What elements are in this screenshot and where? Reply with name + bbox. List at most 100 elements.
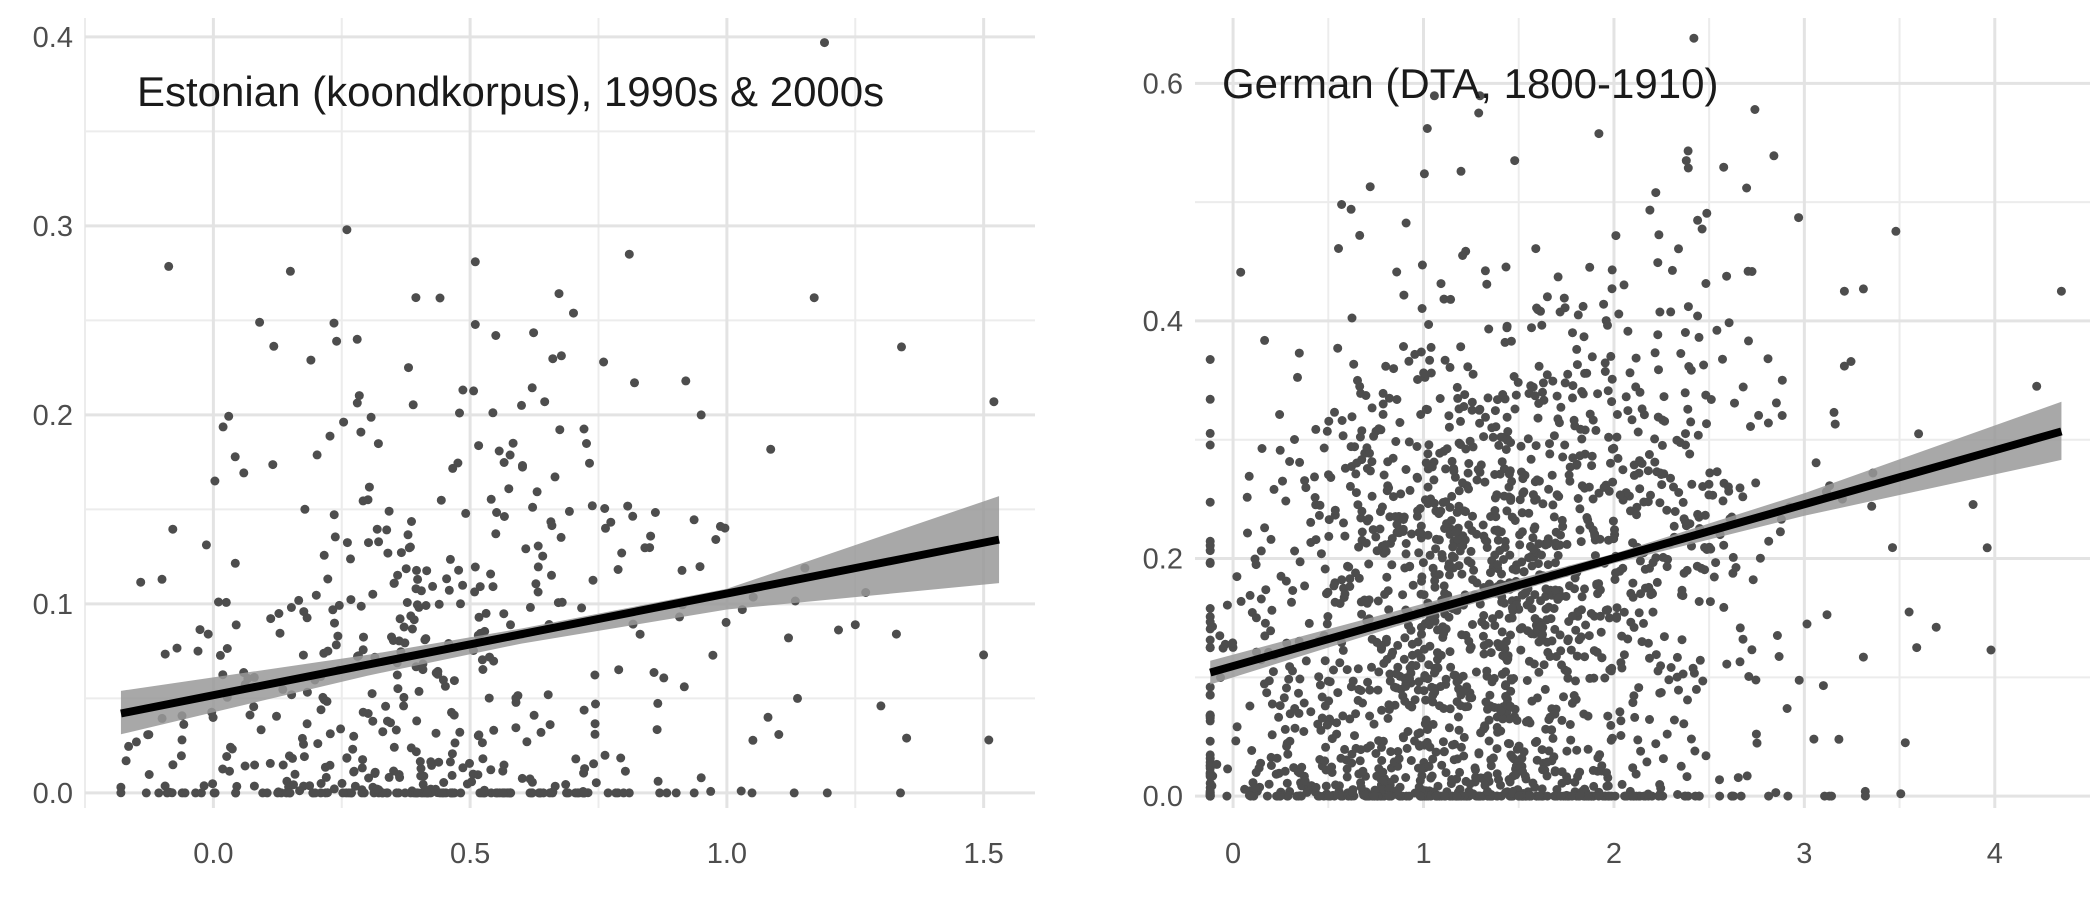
data-point: [1888, 543, 1897, 553]
data-point: [1718, 354, 1727, 364]
data-point: [396, 548, 406, 558]
data-point: [600, 750, 610, 760]
data-point: [1621, 392, 1631, 402]
data-point: [1577, 592, 1587, 602]
regression-line: [120, 535, 1000, 718]
data-point: [1240, 784, 1250, 794]
data-point: [820, 38, 829, 48]
data-point: [1301, 483, 1311, 493]
data-point: [1635, 484, 1645, 494]
data-point: [1296, 791, 1306, 801]
data-point: [1274, 712, 1284, 722]
data-point: [411, 747, 421, 757]
data-point: [347, 788, 356, 798]
data-point: [1561, 591, 1571, 601]
data-point: [338, 788, 348, 798]
data-point: [1672, 652, 1682, 662]
data-point: [1595, 585, 1605, 595]
data-point: [1513, 377, 1523, 387]
data-point: [1355, 432, 1365, 442]
data-point: [1534, 476, 1544, 486]
data-point: [470, 587, 480, 597]
data-point: [1575, 451, 1585, 461]
data-point: [1399, 342, 1408, 351]
data-point: [1606, 735, 1616, 745]
data-point: [1401, 465, 1411, 474]
data-point: [1391, 669, 1401, 679]
data-point: [363, 495, 373, 505]
data-point: [1502, 506, 1512, 516]
data-point: [1585, 409, 1595, 419]
data-point: [1687, 479, 1697, 489]
data-point: [1867, 501, 1877, 511]
data-point: [1473, 465, 1483, 474]
data-point: [433, 669, 443, 679]
data-point: [1635, 556, 1645, 566]
data-point: [1324, 791, 1334, 801]
data-point: [1421, 404, 1431, 414]
data-point: [1355, 756, 1365, 766]
data-point: [1631, 353, 1641, 363]
data-point: [711, 535, 721, 544]
data-point: [1554, 593, 1564, 603]
data-point: [1643, 497, 1653, 507]
data-point: [1543, 647, 1553, 657]
data-point: [1390, 512, 1400, 522]
data-point: [1691, 684, 1701, 694]
data-point: [1338, 645, 1348, 655]
data-point: [1501, 445, 1511, 454]
data-point: [1357, 506, 1367, 516]
data-point: [1288, 586, 1298, 595]
data-point: [1601, 605, 1611, 615]
data-point: [1604, 613, 1614, 623]
data-point: [1505, 701, 1515, 711]
data-point: [1659, 632, 1669, 642]
data-point: [1453, 393, 1463, 403]
y-tick-label: 0.3: [33, 211, 73, 243]
data-point: [1571, 625, 1581, 635]
data-point: [1672, 672, 1682, 682]
data-point: [177, 735, 187, 745]
data-point: [1353, 500, 1363, 510]
data-point: [342, 753, 352, 763]
data-point: [330, 532, 340, 542]
data-point: [511, 693, 521, 703]
data-point: [1619, 650, 1629, 660]
data-point: [1205, 557, 1215, 567]
data-point: [620, 766, 630, 776]
data-point: [1430, 582, 1440, 592]
confidence-band: [120, 496, 1000, 735]
data-point: [1479, 611, 1489, 620]
data-point: [1552, 490, 1562, 500]
data-point: [1607, 374, 1617, 384]
data-point: [456, 599, 465, 609]
data-point: [426, 757, 436, 767]
data-point: [475, 582, 485, 592]
data-point: [421, 634, 431, 644]
data-point: [1205, 428, 1215, 438]
data-point: [511, 723, 521, 733]
data-point: [1231, 736, 1241, 746]
data-point: [249, 781, 259, 791]
data-point: [1468, 575, 1478, 585]
data-point: [356, 427, 366, 437]
data-point: [268, 460, 278, 470]
data-point: [1700, 543, 1710, 552]
data-point: [1416, 653, 1426, 663]
y-tick-label: 0.1: [33, 589, 73, 621]
data-point: [1455, 767, 1465, 777]
data-point: [1474, 108, 1484, 118]
data-point: [1276, 571, 1286, 581]
data-point: [662, 788, 672, 798]
data-point: [508, 438, 518, 448]
data-point: [1685, 449, 1695, 459]
data-point: [623, 501, 633, 511]
data-point: [505, 450, 515, 460]
data-point: [1488, 432, 1498, 442]
data-point: [1547, 725, 1557, 735]
data-point: [1493, 535, 1503, 545]
data-point: [1775, 527, 1785, 537]
data-point: [1405, 485, 1415, 495]
data-point: [1502, 321, 1512, 331]
data-point: [418, 665, 428, 675]
